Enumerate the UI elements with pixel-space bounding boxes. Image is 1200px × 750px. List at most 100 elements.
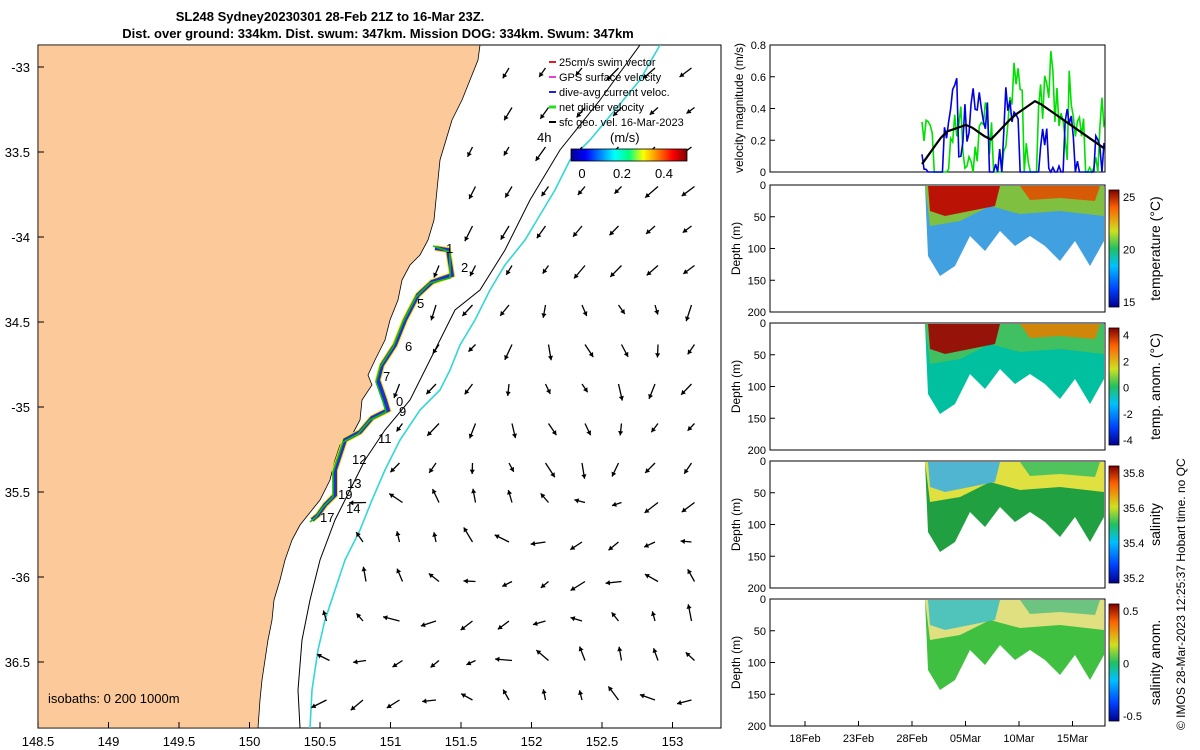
svg-text:2: 2 (461, 260, 468, 275)
velocity-arrow (614, 186, 622, 195)
colorbar (1108, 327, 1120, 446)
depth-panel: 0 50 100 150 200 Depth (m) 0.5 0 -0.5 salinity an… (729, 594, 1163, 733)
velocity-arrow (611, 611, 620, 622)
velocity-arrow (311, 699, 327, 709)
geo-velocity-path (309, 45, 661, 728)
velocity-arrow (676, 699, 692, 706)
velocity-arrow (539, 107, 550, 120)
depth-ytick-label: 50 (754, 488, 766, 500)
colorbar-tick-label: -2 (1123, 409, 1133, 421)
isobath-200m (297, 45, 641, 728)
velocity-arrow (505, 265, 513, 276)
velocity-arrow (570, 580, 586, 592)
map-xtick-label: 153 (662, 734, 684, 749)
depth-ytick-label: 50 (754, 212, 766, 224)
velocity-arrow (578, 690, 584, 701)
velocity-arrow (422, 698, 437, 704)
velocity-arrow (644, 573, 659, 583)
velocity-arrow (687, 423, 695, 432)
velocity-arrow (608, 541, 619, 551)
velocity-arrow (497, 620, 510, 630)
map-xtick-label: 152.5 (586, 734, 619, 749)
velocity-arrow (569, 541, 583, 551)
velocity-arrow (611, 501, 622, 507)
velocity-arrow (382, 615, 400, 622)
watermark: © IMOS 28-Mar-2023 12:25:37 Hobart time.… (1174, 458, 1188, 730)
date-tick-label: 10Mar (1003, 733, 1035, 745)
velocity-ytick-label: 0.2 (751, 135, 766, 147)
velocity-arrow (500, 225, 510, 241)
velocity-arrow (502, 67, 510, 79)
speed-colorbar (570, 148, 688, 162)
legend-dive-avg: dive-avg current veloc. (559, 87, 670, 99)
legend-net-velocity: net glider velocity (559, 102, 644, 114)
svg-text:0: 0 (396, 394, 403, 409)
velocity-arrow (355, 613, 364, 622)
velocity-arrow (644, 501, 659, 514)
velocity-arrow (502, 689, 510, 701)
map-xtick-label: 152 (521, 734, 543, 749)
velocity-arrow (499, 304, 510, 317)
velocity-arrow (648, 383, 656, 400)
map-ytick-label: 33.5 (5, 145, 30, 160)
colorbar-tick-label: -4 (1123, 435, 1133, 447)
depth-ytick-label: 100 (748, 382, 766, 394)
velocity-arrow (350, 699, 364, 711)
legend-sfc-geo: sfc geo. vel. 16-Mar-2023 (559, 117, 684, 129)
svg-text:5: 5 (417, 296, 424, 311)
velocity-arrow (570, 616, 583, 622)
svg-text:11: 11 (378, 431, 392, 446)
velocity-arrow (609, 265, 622, 278)
velocity-arrow (540, 492, 549, 503)
velocity-arrow (395, 531, 401, 543)
velocity-arrow (392, 659, 403, 668)
velocity-arrow (361, 566, 367, 582)
map-ytick-label: 35.5 (5, 485, 30, 500)
depth-ytick-label: 150 (748, 689, 766, 701)
colorbar-tick-label: 20 (1123, 245, 1135, 257)
legend-swim-vector: 25cm/s swim vector (559, 57, 656, 69)
depth-ytick-label: 50 (754, 626, 766, 638)
colorbar-tick-label: -0.5 (1123, 711, 1142, 723)
velocity-arrow (686, 106, 695, 114)
velocity-arrow (395, 423, 404, 432)
velocity-arrow (508, 462, 515, 473)
velocity-arrow (685, 651, 695, 661)
velocity-arrow (544, 462, 556, 478)
velocity-arrow (511, 423, 517, 439)
depth-ytick-label: 200 (748, 307, 766, 319)
velocity-arrow (431, 488, 440, 503)
velocity-arrow (540, 581, 549, 589)
speed-tick-0: 0 (578, 166, 585, 181)
depth-ytick-label: 0 (760, 180, 766, 192)
velocity-arrow (505, 383, 511, 397)
velocity-arrow (386, 699, 400, 709)
velocity-series-line (921, 51, 1105, 174)
velocity-arrow (468, 423, 477, 439)
velocity-arrow (654, 304, 660, 315)
map-ytick-label: 36.5 (5, 655, 30, 670)
velocity-arrow (355, 531, 364, 543)
velocity-arrow (547, 344, 554, 361)
colorbar-label: salinity (1147, 503, 1163, 546)
depth-ytick-label: 50 (754, 350, 766, 362)
depth-ytick-label: 100 (748, 658, 766, 670)
velocity-ytick-label: 0.8 (751, 40, 766, 52)
velocity-arrow (542, 265, 550, 274)
map-xtick-label: 151 (380, 734, 402, 749)
depth-ytick-label: 0 (760, 594, 766, 606)
depth-ytick-label: 200 (748, 721, 766, 733)
velocity-arrow (617, 383, 624, 401)
map-ytick-label: -35 (11, 400, 30, 415)
speed-tick-1: 0.2 (613, 166, 631, 181)
velocity-arrow (495, 656, 513, 662)
velocity-arrow (536, 225, 547, 239)
velocity-arrow (617, 646, 623, 661)
colorbar-tick-label: 4 (1123, 330, 1129, 342)
velocity-arrow (611, 462, 620, 477)
velocity-arrow (430, 659, 440, 669)
velocity-arrow (426, 423, 440, 437)
depth-ytick-label: 100 (748, 244, 766, 256)
section-data (925, 600, 1104, 690)
